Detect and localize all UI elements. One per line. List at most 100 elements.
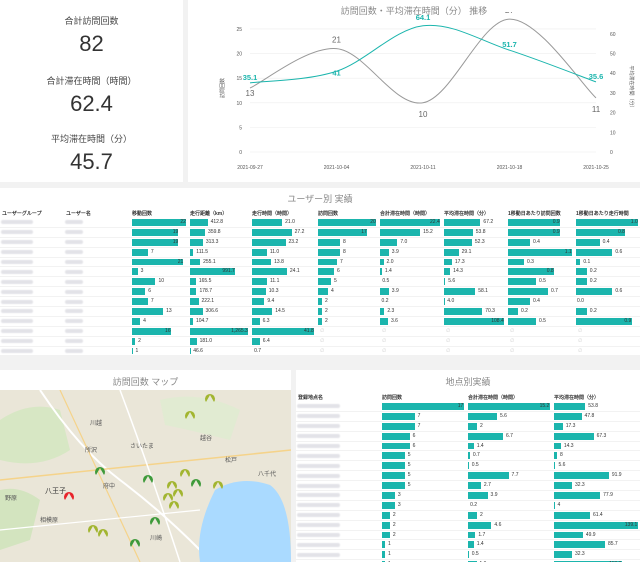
table-row[interactable]: 3 3.9 77.9 bbox=[296, 490, 640, 501]
table-row[interactable]: 5 0.5 5.6 bbox=[296, 460, 640, 472]
redacted-text bbox=[1, 230, 34, 235]
value-label: 17 bbox=[457, 403, 464, 409]
table-row[interactable]: 7 5.6 47.8 bbox=[296, 411, 640, 422]
column-header[interactable]: 訪問回数 bbox=[318, 211, 339, 217]
value-label: 32.3 bbox=[574, 551, 585, 558]
column-header[interactable]: 訪問回数 bbox=[382, 395, 403, 401]
map-marker-icon[interactable] bbox=[87, 525, 98, 533]
map-marker-icon[interactable] bbox=[173, 489, 183, 497]
table-row[interactable]: 16 1,265.3 41.8 ∅ ∅ ∅ ∅ ∅ bbox=[0, 326, 640, 337]
table-row[interactable]: 2 181.0 6.4 ∅ ∅ ∅ ∅ ∅ bbox=[0, 336, 640, 347]
table-row[interactable]: 21 255.1 13.8 7 2.0 17.3 0.3 0.1 bbox=[0, 257, 640, 268]
value-bar bbox=[468, 472, 509, 480]
value-bar bbox=[252, 288, 266, 296]
bar-cell: ∅ bbox=[316, 326, 378, 337]
column-header[interactable]: 平均滞在時間（分） bbox=[444, 211, 490, 217]
redacted-cell bbox=[0, 218, 64, 228]
map-label: 野原 bbox=[5, 494, 17, 502]
redacted-text bbox=[65, 309, 83, 314]
value-label: 306.6 bbox=[205, 308, 219, 315]
table-row[interactable]: 7 222.1 9.4 2 0.2 4.0 0.4 0.0 bbox=[0, 296, 640, 308]
table-row[interactable]: 22 412.8 21.0 20 22.4 67.2 0.9 1.0 bbox=[0, 218, 640, 228]
column-header[interactable]: 移動回数 bbox=[132, 211, 153, 217]
value-bar bbox=[132, 327, 171, 335]
table-row[interactable]: 5 2.7 32.3 bbox=[296, 480, 640, 492]
bar-cell: 13 bbox=[130, 306, 188, 317]
value-label: 1.4 bbox=[384, 268, 392, 275]
bar-cell: 20 bbox=[316, 218, 378, 228]
column-header[interactable]: 1移動日あたり走行時間 bbox=[576, 211, 629, 217]
table-row[interactable]: 2 2 61.4 bbox=[296, 510, 640, 521]
map-view[interactable]: 川越 さいたま 越谷 所沢 松戸 八千代 府中 八王子 相模原 川崎 野原 bbox=[0, 390, 291, 562]
column-header[interactable]: 平均滞在時間（分） bbox=[554, 395, 600, 401]
value-bar bbox=[576, 308, 587, 315]
column-header[interactable]: 登録地点名 bbox=[298, 395, 324, 401]
bar-cell: 306.6 bbox=[188, 306, 250, 317]
table-row[interactable]: 3 0.2 4 bbox=[296, 500, 640, 511]
column-header[interactable]: ユーザーグループ bbox=[2, 211, 42, 217]
map-marker-icon[interactable] bbox=[213, 481, 224, 489]
map-marker-icon[interactable] bbox=[205, 394, 215, 402]
value-label: 13.8 bbox=[274, 258, 284, 265]
column-header[interactable]: 走行時間（時間） bbox=[252, 211, 293, 217]
table-row[interactable]: 1 46.6 0.7 ∅ ∅ ∅ ∅ ∅ bbox=[0, 346, 640, 356]
bar-cell: 222.1 bbox=[188, 296, 250, 308]
table-row[interactable]: 5 7.7 91.9 bbox=[296, 470, 640, 482]
value-bar bbox=[380, 248, 389, 256]
table-row[interactable]: 3 991.7 24.1 6 1.4 14.3 0.8 0.2 bbox=[0, 266, 640, 278]
map-marker-icon[interactable] bbox=[169, 501, 179, 509]
table-row[interactable]: 5 0.7 8 bbox=[296, 450, 640, 462]
table-row[interactable]: 2 4.6 139.1 bbox=[296, 520, 640, 531]
bar-cell: 2 bbox=[380, 520, 466, 531]
table-row[interactable]: 13 306.6 14.5 2 2.3 70.3 0.2 0.2 bbox=[0, 306, 640, 317]
table-row[interactable]: 19 359.8 27.2 17 15.2 53.8 0.9 0.8 bbox=[0, 227, 640, 238]
table-row[interactable]: 2 1.7 49.9 bbox=[296, 530, 640, 541]
value-label: 5 bbox=[407, 472, 411, 479]
table-row[interactable]: 1 1.4 85.7 bbox=[296, 539, 640, 551]
map-marker-icon[interactable] bbox=[149, 517, 160, 525]
column-header[interactable]: 合計滞在時間（時間） bbox=[468, 395, 519, 401]
value-bar bbox=[190, 219, 208, 226]
value-label: 8 bbox=[343, 248, 346, 255]
null-icon: ∅ bbox=[446, 337, 451, 344]
map-marker-icon[interactable] bbox=[64, 492, 74, 500]
value-label: 139.1 bbox=[624, 521, 638, 528]
redacted-cell bbox=[296, 559, 380, 562]
value-bar bbox=[508, 298, 530, 306]
table-row[interactable]: 1 0.5 32.3 bbox=[296, 549, 640, 561]
table-row[interactable]: 19 313.3 23.2 8 7.0 52.3 0.4 0.4 bbox=[0, 237, 640, 248]
map-marker-icon[interactable] bbox=[191, 479, 201, 487]
value-bar bbox=[252, 238, 286, 246]
table-row[interactable]: 6 6.7 67.3 bbox=[296, 431, 640, 442]
table-row[interactable]: 4 104.7 6.3 2 3.6 108.4 0.5 0.9 bbox=[0, 316, 640, 327]
value-label: 165.5 bbox=[198, 278, 212, 285]
data-label: 21 bbox=[332, 36, 341, 45]
value-label: 4 bbox=[143, 317, 146, 324]
table-row[interactable]: 17 15.2 53.8 bbox=[296, 402, 640, 412]
table-row[interactable]: 6 178.7 10.3 4 3.9 58.1 0.7 0.6 bbox=[0, 286, 640, 298]
map-marker-icon[interactable] bbox=[143, 475, 153, 483]
column-header[interactable]: 合計滞在時間（時間） bbox=[380, 211, 431, 217]
column-header[interactable]: 走行距離（km） bbox=[190, 211, 228, 217]
map-marker-icon[interactable] bbox=[130, 539, 140, 547]
redacted-cell bbox=[0, 326, 64, 337]
value-label: 111.5 bbox=[196, 248, 209, 255]
column-header[interactable]: ユーザー名 bbox=[66, 211, 91, 217]
map-marker-icon[interactable] bbox=[167, 481, 177, 489]
table-row[interactable]: 10 165.5 11.1 5 0.5 5.6 0.5 0.2 bbox=[0, 276, 640, 288]
table-row[interactable]: 6 1.4 14.3 bbox=[296, 441, 640, 452]
value-label: 10.3 bbox=[268, 288, 279, 295]
value-bar bbox=[252, 278, 267, 286]
map-marker-icon[interactable] bbox=[98, 529, 108, 537]
y-left-tick-label: 5 bbox=[239, 125, 242, 131]
chart-title: 訪問回数・平均滞在時間（分） 推移 bbox=[340, 6, 488, 16]
map-marker-icon[interactable] bbox=[180, 469, 190, 477]
table-row[interactable]: 7 2 17.3 bbox=[296, 421, 640, 432]
map-marker-icon[interactable] bbox=[185, 411, 196, 419]
map-marker-icon[interactable] bbox=[163, 493, 173, 501]
redacted-cell bbox=[296, 421, 380, 432]
map-marker-icon[interactable] bbox=[95, 467, 105, 475]
table-row[interactable]: 7 111.5 11.0 8 3.9 29.1 1.1 0.6 bbox=[0, 247, 640, 258]
column-header[interactable]: 1移動日あたり訪問回数 bbox=[508, 211, 561, 217]
value-bar bbox=[382, 511, 390, 519]
